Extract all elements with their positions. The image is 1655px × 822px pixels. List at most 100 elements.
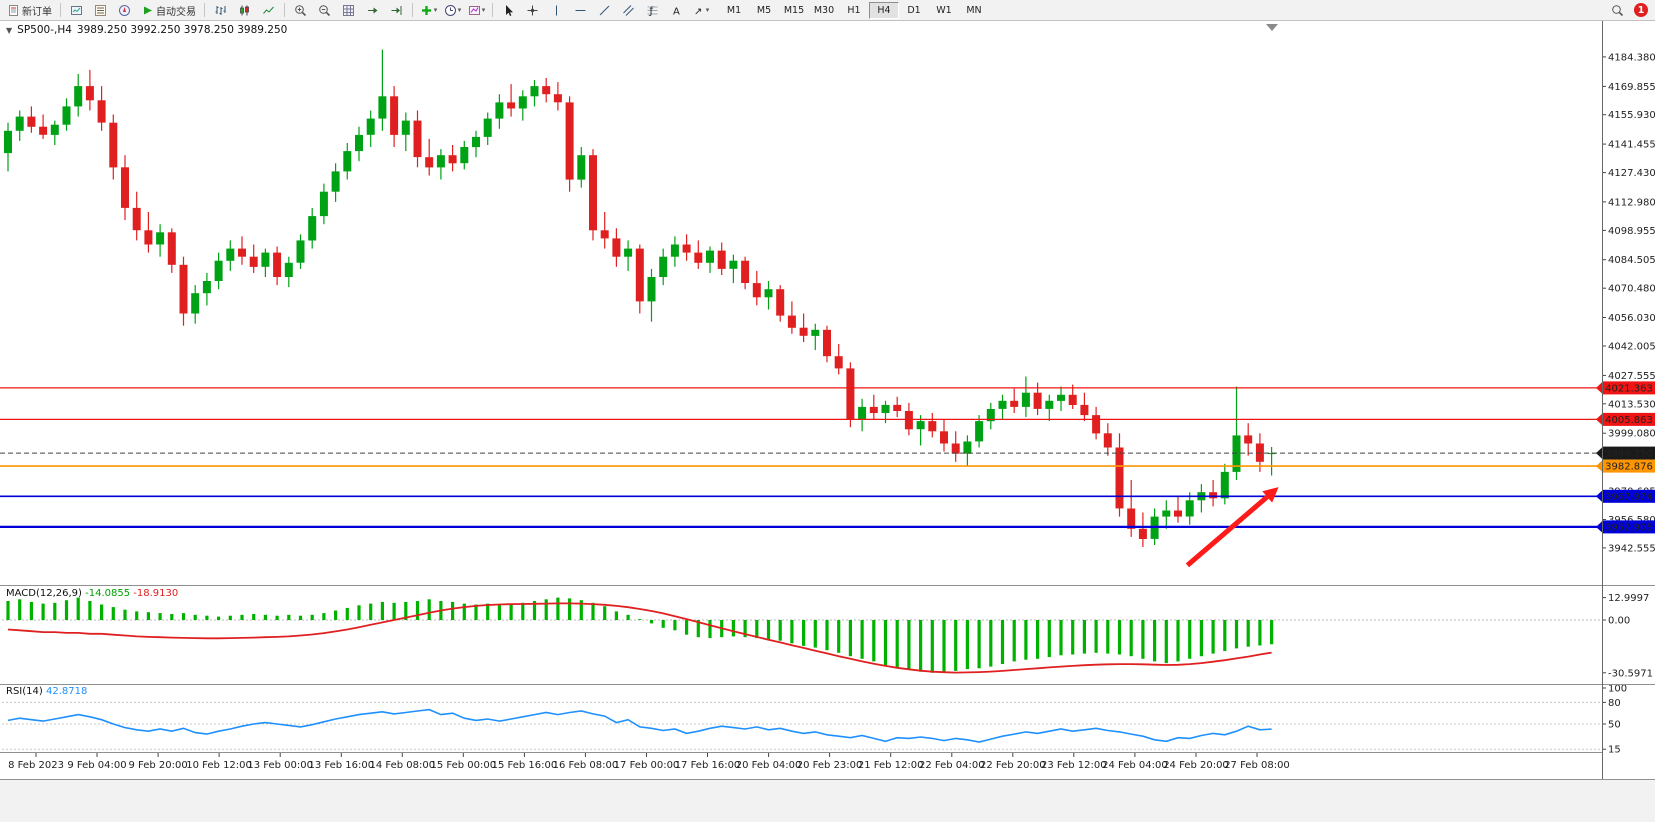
candle[interactable] [986, 402, 995, 430]
candle[interactable] [15, 110, 24, 141]
cursor-button[interactable] [497, 1, 520, 19]
candle[interactable] [179, 256, 188, 326]
timeframe-m30[interactable]: M30 [813, 4, 835, 16]
candle[interactable] [998, 394, 1007, 420]
candle[interactable] [928, 413, 937, 438]
candle[interactable] [74, 73, 83, 117]
candle[interactable] [647, 268, 656, 322]
one-click-trading-toggle[interactable]: ▼ [6, 25, 13, 35]
candle[interactable] [542, 78, 551, 103]
candlestick-chart-button[interactable] [233, 1, 256, 19]
candle[interactable] [741, 256, 750, 290]
periods-button[interactable]: ▾ [441, 1, 464, 19]
candle[interactable] [729, 254, 738, 284]
timeframe-h1[interactable]: H1 [847, 4, 861, 16]
candle[interactable] [670, 236, 679, 267]
candle[interactable] [167, 228, 176, 273]
candle[interactable] [706, 246, 714, 273]
vertical-line-button[interactable] [545, 1, 568, 19]
candle[interactable] [916, 415, 925, 446]
candle[interactable] [296, 234, 305, 269]
chart-shift-marker[interactable] [1266, 24, 1278, 31]
candle[interactable] [495, 94, 504, 129]
zoom-in-button[interactable] [289, 1, 312, 19]
timeframe-mn[interactable]: MN [966, 4, 982, 16]
candle[interactable] [1138, 512, 1147, 548]
candle[interactable] [249, 244, 258, 273]
candle[interactable] [109, 114, 118, 180]
auto-trading-button[interactable]: 自动交易 [137, 1, 200, 19]
candle[interactable] [823, 325, 831, 363]
candle[interactable] [144, 212, 153, 253]
candle[interactable] [963, 435, 972, 466]
candle[interactable] [331, 163, 340, 202]
horizontal-line-button[interactable] [569, 1, 592, 19]
candle[interactable] [612, 228, 621, 267]
grid-button[interactable] [337, 1, 360, 19]
candle[interactable] [1162, 500, 1171, 529]
chart-shift-button[interactable] [385, 1, 408, 19]
navigator-button[interactable] [113, 1, 136, 19]
candle[interactable] [518, 90, 527, 121]
candle[interactable] [50, 120, 59, 145]
line-chart-button[interactable] [257, 1, 280, 19]
candle[interactable] [1115, 433, 1124, 517]
candle[interactable] [413, 110, 422, 168]
candle[interactable] [507, 84, 516, 117]
indicators-button[interactable]: ▾ [417, 1, 440, 19]
candle[interactable] [624, 240, 633, 271]
text-tool-button[interactable]: A [665, 1, 688, 19]
candle[interactable] [261, 248, 270, 277]
candle[interactable] [799, 313, 808, 343]
candle[interactable] [717, 242, 726, 276]
candle[interactable] [436, 149, 445, 180]
candle[interactable] [226, 240, 235, 271]
candle[interactable] [85, 69, 94, 111]
candle[interactable] [1010, 388, 1019, 413]
candle[interactable] [378, 49, 387, 131]
candle[interactable] [1267, 447, 1276, 476]
candle[interactable] [951, 431, 960, 462]
candle[interactable] [460, 140, 469, 170]
candle[interactable] [764, 281, 773, 310]
trendline-button[interactable] [593, 1, 616, 19]
candle[interactable] [659, 248, 668, 286]
candle[interactable] [1080, 392, 1089, 422]
timeframe-d1[interactable]: D1 [907, 4, 921, 16]
candle[interactable] [682, 234, 691, 261]
candle[interactable] [39, 114, 48, 139]
candle[interactable] [1185, 492, 1194, 525]
candle[interactable] [4, 122, 12, 172]
candle[interactable] [319, 183, 328, 225]
notification-badge[interactable]: 1 [1634, 3, 1648, 17]
candle[interactable] [156, 224, 165, 257]
candle[interactable] [121, 155, 129, 221]
chart-canvas[interactable]: 4184.380 4169.855 4155.930 4141.455 4127.430… [0, 21, 1655, 822]
candle[interactable] [1092, 406, 1101, 440]
panel-separators[interactable] [0, 585, 1655, 780]
candle[interactable] [483, 112, 492, 146]
candle[interactable] [1068, 384, 1077, 409]
candle[interactable] [893, 396, 902, 418]
candle[interactable] [1057, 386, 1065, 411]
candle[interactable] [1220, 463, 1229, 505]
timeframe-m1[interactable]: M1 [726, 4, 742, 16]
rsi-panel[interactable] [2, 701, 1602, 750]
candle[interactable] [530, 80, 539, 107]
candle[interactable] [355, 126, 363, 162]
candle[interactable] [1045, 394, 1054, 422]
candle[interactable] [401, 112, 410, 152]
candle[interactable] [694, 240, 703, 269]
candle[interactable] [472, 130, 480, 158]
candle[interactable] [600, 212, 609, 249]
candle[interactable] [565, 96, 574, 192]
candle[interactable] [834, 344, 843, 375]
charts-window-button[interactable] [65, 1, 88, 19]
candle[interactable] [390, 86, 399, 147]
candle[interactable] [214, 252, 223, 290]
search-button[interactable] [1606, 1, 1629, 19]
fibonacci-button[interactable]: ƒ [641, 1, 664, 19]
candle[interactable] [1232, 386, 1241, 480]
candle[interactable] [846, 362, 855, 428]
candle[interactable] [752, 270, 761, 306]
